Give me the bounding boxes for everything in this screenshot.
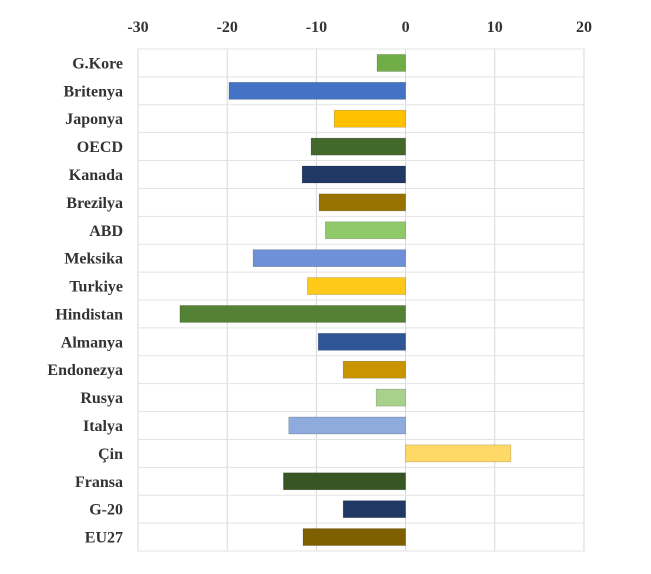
bar [317,333,406,351]
bar [333,109,406,128]
bar [325,221,406,240]
bar [342,360,406,379]
gridlines [137,48,585,552]
category-label: Çin [98,446,123,463]
x-tick-label: -20 [217,19,238,36]
bar [307,277,406,295]
x-tick-label: 10 [487,19,503,36]
x-tick-label: -10 [306,19,327,36]
x-tick-label: -30 [127,19,148,36]
bar [405,444,512,463]
category-label: Almanya [61,334,123,351]
bar [179,305,406,323]
category-label: G-20 [89,502,123,519]
category-label: Fransa [75,474,123,491]
category-labels: G.Kore Britenya Japonya OECD Kanada Brezilya A… [47,55,123,546]
bar [376,54,406,72]
x-tick-label: 0 [402,19,410,36]
category-label: EU27 [85,530,123,547]
category-label: Turkiye [69,279,123,296]
bar [318,193,406,212]
category-label: Britenya [63,83,123,100]
bar [302,528,406,546]
category-label: ABD [89,223,123,240]
category-label: G.Kore [72,55,123,72]
category-label: Meksika [64,251,123,268]
category-label: OECD [77,139,123,156]
category-label: Brezilya [66,195,123,212]
category-label: Hindistan [55,306,123,323]
category-label: Endonezya [47,362,123,379]
x-tick-label: 20 [576,19,592,36]
bar [375,388,406,407]
bars [179,54,512,546]
bar [310,137,406,156]
x-axis-tick-labels: -30 -20 -10 0 10 20 [127,19,592,36]
bar [252,249,406,267]
bar [342,500,406,518]
bar [228,82,406,100]
bar [288,416,406,435]
bar [283,472,406,491]
category-label: Italya [83,418,123,435]
category-label: Rusya [80,390,123,407]
category-label: Japonya [65,111,123,128]
category-label: Kanada [69,167,123,184]
bar [301,165,406,184]
